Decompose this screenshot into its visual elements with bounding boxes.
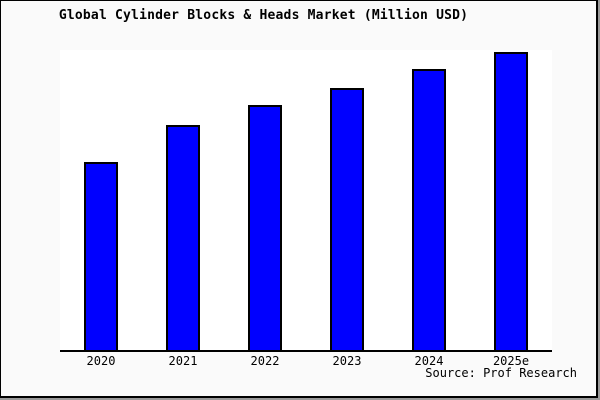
bar-2025e (494, 52, 528, 350)
bar-2024 (412, 69, 446, 350)
chart-title: Global Cylinder Blocks & Heads Market (M… (58, 8, 469, 23)
bar-2022 (248, 105, 282, 350)
bar-2021 (166, 125, 200, 350)
x-tick-2024: 2024 (414, 354, 444, 368)
x-tick-2025e: 2025e (492, 354, 530, 368)
plot-area (60, 50, 552, 352)
x-tick-2022: 2022 (250, 354, 280, 368)
bar-2020 (84, 162, 118, 350)
bar-2023 (330, 88, 364, 350)
source-credit: Source: Prof Research (425, 366, 577, 380)
x-tick-2020: 2020 (86, 354, 116, 368)
x-tick-2023: 2023 (332, 354, 362, 368)
x-tick-2021: 2021 (168, 354, 198, 368)
